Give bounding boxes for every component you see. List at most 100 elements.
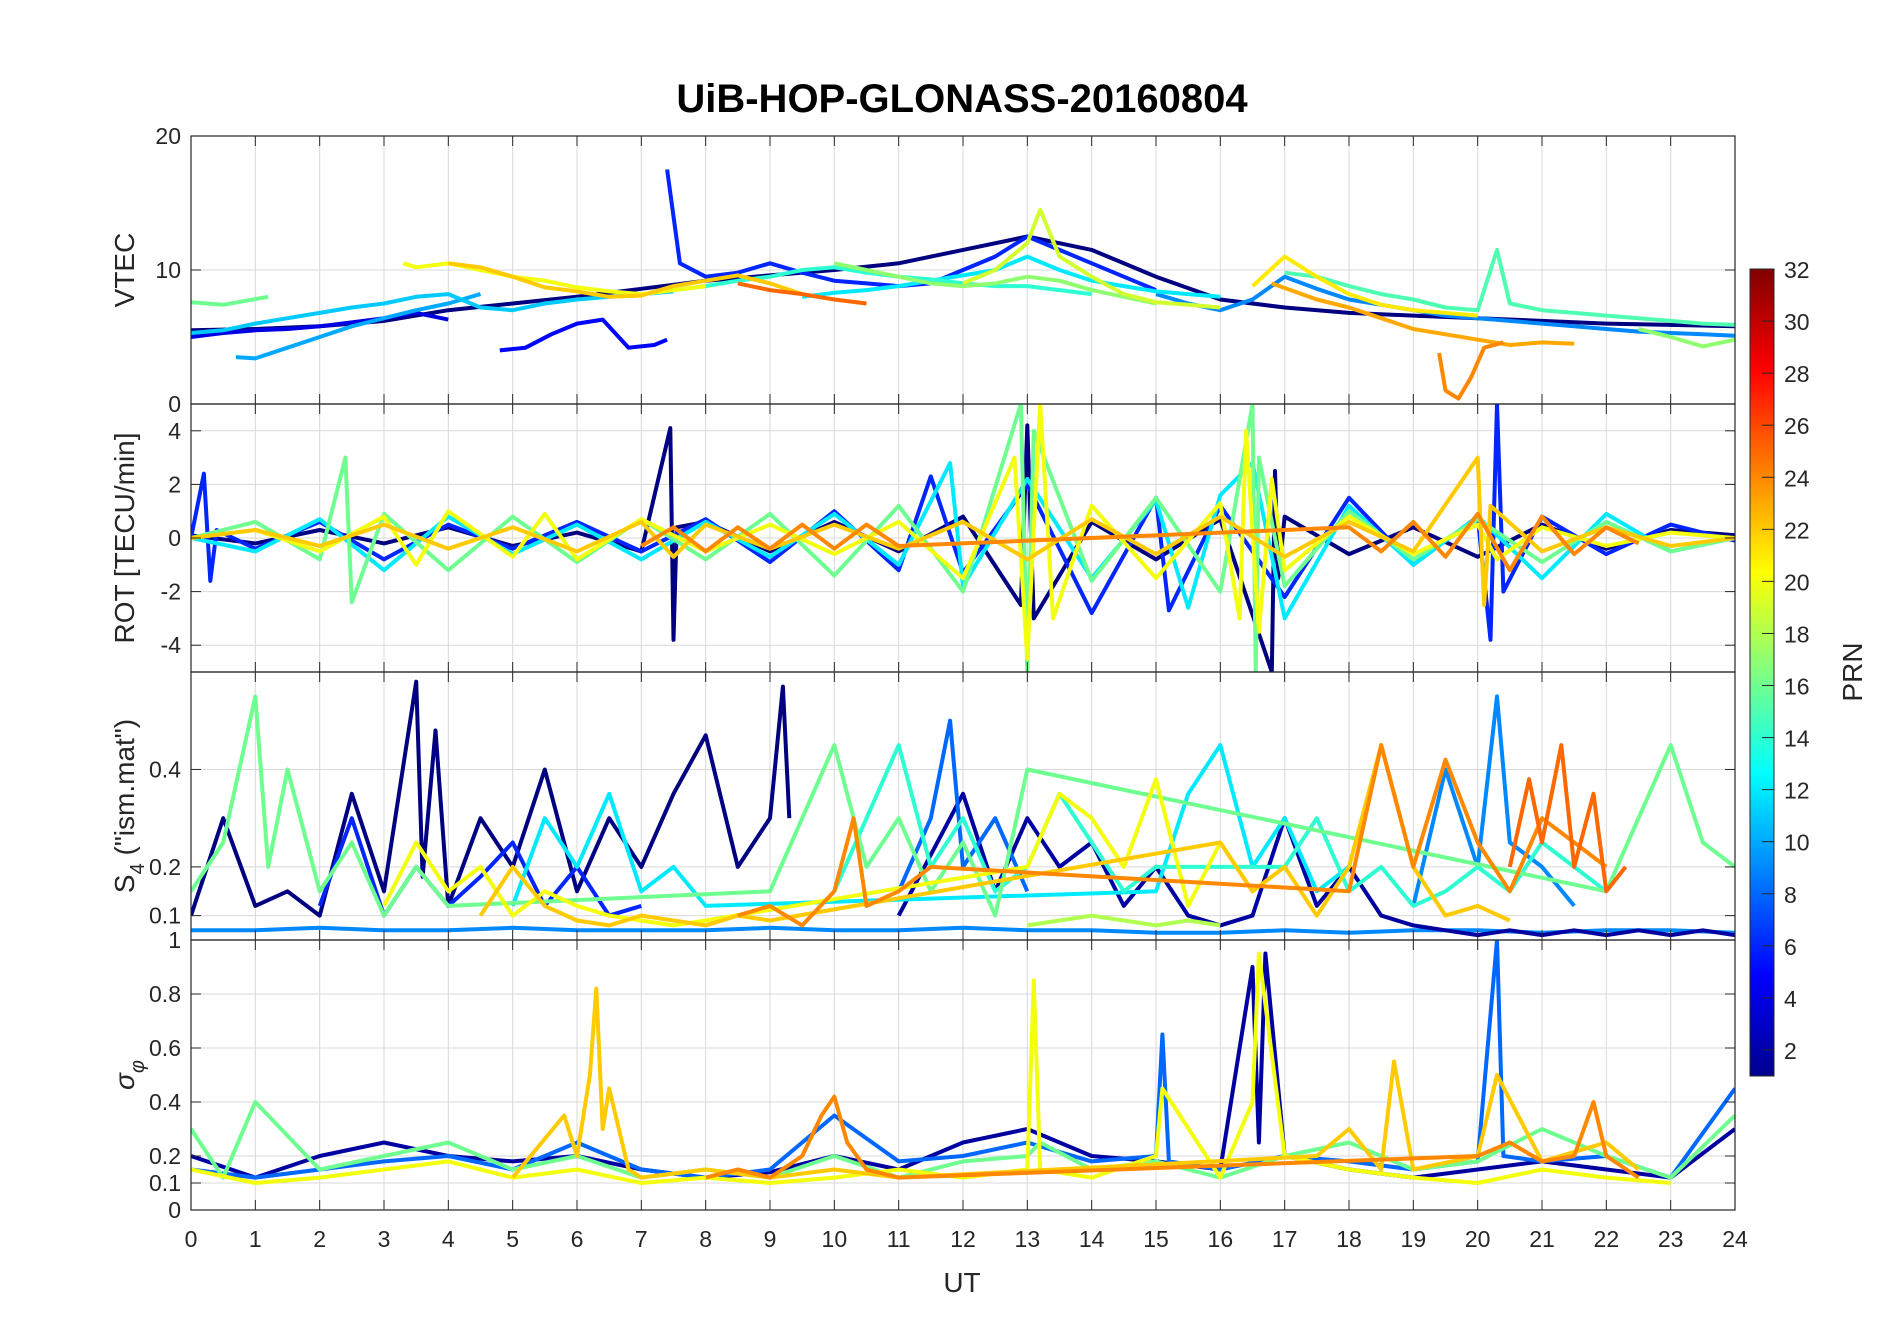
x-tick-label: 6 xyxy=(571,1226,584,1252)
y-tick-label: 4 xyxy=(168,418,181,444)
series-line-prn-25 xyxy=(1507,743,1628,894)
series-line-prn-12 xyxy=(510,743,1351,908)
x-tick-label: 0 xyxy=(185,1226,198,1252)
x-tick-label: 7 xyxy=(635,1226,648,1252)
colorbar-tick-label: 24 xyxy=(1784,465,1810,491)
series-line-prn-22 xyxy=(511,986,1640,1180)
x-tick-label: 9 xyxy=(764,1226,777,1252)
y-tick-label: 0.6 xyxy=(149,1035,181,1061)
x-tick-label: 14 xyxy=(1079,1226,1105,1252)
x-tick-label: 2 xyxy=(313,1226,326,1252)
panel-4: 00.10.2 0.4 0.6 0.8 1 σφ xyxy=(109,927,1736,1223)
colorbar-tick-label: 32 xyxy=(1784,257,1810,283)
x-tick-label: 17 xyxy=(1272,1226,1298,1252)
series-line-prn-6 xyxy=(317,816,642,918)
series-line-prn-22 xyxy=(448,261,803,299)
y-tick-label: 20 xyxy=(155,123,181,149)
colorbar-tick-label: 20 xyxy=(1784,569,1810,595)
x-axis: 0 1 2 3 4 5 6 7 8 9 10 11 12 13 14 15 16 17 18 19 20 21 22 23 24 xyxy=(185,1226,1748,1252)
x-tick-label: 23 xyxy=(1658,1226,1684,1252)
panel-series xyxy=(191,940,1735,1185)
x-tick-label: 22 xyxy=(1594,1226,1620,1252)
x-tick-label: 19 xyxy=(1401,1226,1427,1252)
colorbar-tick-label: 2 xyxy=(1784,1038,1797,1064)
series-line-prn-24 xyxy=(1437,340,1504,401)
y-axis-label: S4 ("ism.mat") xyxy=(109,719,149,893)
series-line-prn-5 xyxy=(499,317,668,353)
series-line-prn-17 xyxy=(1638,327,1735,349)
series-line-prn-17 xyxy=(833,261,1157,306)
series-line-prn-2 xyxy=(896,791,1735,938)
series-line-prn-24 xyxy=(640,511,1640,573)
series-line-prn-8 xyxy=(191,940,1735,1180)
colorbar-label: PRN xyxy=(1837,642,1868,701)
x-tick-label: 11 xyxy=(887,1226,911,1252)
panel-series xyxy=(191,169,1735,401)
colorbar-tick-label: 12 xyxy=(1784,778,1810,804)
series-line-prn-24 xyxy=(737,743,1608,928)
y-axis-label: σφ xyxy=(109,1060,149,1090)
y-tick-label: 0 xyxy=(168,525,181,551)
series-line-prn-20 xyxy=(191,951,1671,1185)
y-tick-label: -2 xyxy=(161,579,181,605)
x-tick-label: 15 xyxy=(1143,1226,1169,1252)
colorbar-tick-label: 14 xyxy=(1784,726,1810,752)
series-line-prn-15 xyxy=(1284,247,1735,327)
series-line-prn-10 xyxy=(235,292,482,361)
series-line-prn-2 xyxy=(191,951,1735,1180)
x-tick-label: 20 xyxy=(1465,1226,1491,1252)
panel-series xyxy=(191,404,1735,672)
colorbar-gradient xyxy=(1749,268,1775,1077)
series-line-prn-19 xyxy=(962,207,1221,310)
panel-2: -4 -2 0 2 4 ROT [TECU/min] xyxy=(109,403,1736,673)
series-line-prn-9 xyxy=(1155,274,1735,338)
colorbar-tick-label: 16 xyxy=(1784,674,1810,700)
colorbar-tick-label: 26 xyxy=(1784,413,1810,439)
x-tick-label: 24 xyxy=(1722,1226,1748,1252)
series-line-prn-25 xyxy=(737,281,867,306)
panel-1: 0 10 20 VTEC xyxy=(109,123,1736,417)
series-line-prn-21 xyxy=(1251,254,1478,318)
y-tick-label: 0.1 xyxy=(149,903,181,929)
series-line-prn-16 xyxy=(191,1100,1735,1180)
chart-title: UiB-HOP-GLONASS-20160804 xyxy=(676,77,1248,121)
colorbar-tick-label: 30 xyxy=(1784,309,1810,335)
colorbar-tick-label: 8 xyxy=(1784,882,1797,908)
y-tick-label: 0.8 xyxy=(149,981,181,1007)
x-tick-label: 21 xyxy=(1529,1226,1555,1252)
x-tick-label: 4 xyxy=(442,1226,455,1252)
x-tick-label: 18 xyxy=(1336,1226,1362,1252)
x-tick-label: 12 xyxy=(950,1226,976,1252)
panel-series xyxy=(191,679,1735,938)
series-line-prn-18 xyxy=(1026,913,1221,928)
colorbar-tick-label: 22 xyxy=(1784,517,1810,543)
series-line-prn-8 xyxy=(896,718,1030,893)
y-tick-label: 0 xyxy=(168,391,181,417)
y-tick-label: -4 xyxy=(161,632,182,658)
x-tick-label: 5 xyxy=(506,1226,519,1252)
y-tick-label: 2 xyxy=(168,471,181,497)
y-tick-label: 0.2 xyxy=(149,854,181,880)
panel-3: 0.1 0.2 0.4S4 ("ism.mat") xyxy=(109,671,1736,941)
x-tick-label: 16 xyxy=(1208,1226,1234,1252)
series-line-prn-23 xyxy=(1271,281,1575,347)
x-tick-label: 8 xyxy=(699,1226,712,1252)
y-axis-label: VTEC xyxy=(109,233,140,308)
y-tick-label: 0.4 xyxy=(149,1089,181,1115)
x-tick-label: 1 xyxy=(249,1226,262,1252)
x-axis-label: UT xyxy=(943,1267,980,1298)
series-line-prn-12 xyxy=(801,254,1221,299)
x-tick-label: 3 xyxy=(378,1226,391,1252)
series-line-prn-11 xyxy=(191,289,674,335)
colorbar-tick-label: 10 xyxy=(1784,830,1810,856)
series-line-prn-24 xyxy=(705,1094,1640,1180)
colorbar-tick-label: 4 xyxy=(1784,986,1797,1012)
colorbar-tick-label: 28 xyxy=(1784,361,1810,387)
series-line-prn-16 xyxy=(191,694,1735,918)
y-tick-label: 0.4 xyxy=(149,756,181,782)
